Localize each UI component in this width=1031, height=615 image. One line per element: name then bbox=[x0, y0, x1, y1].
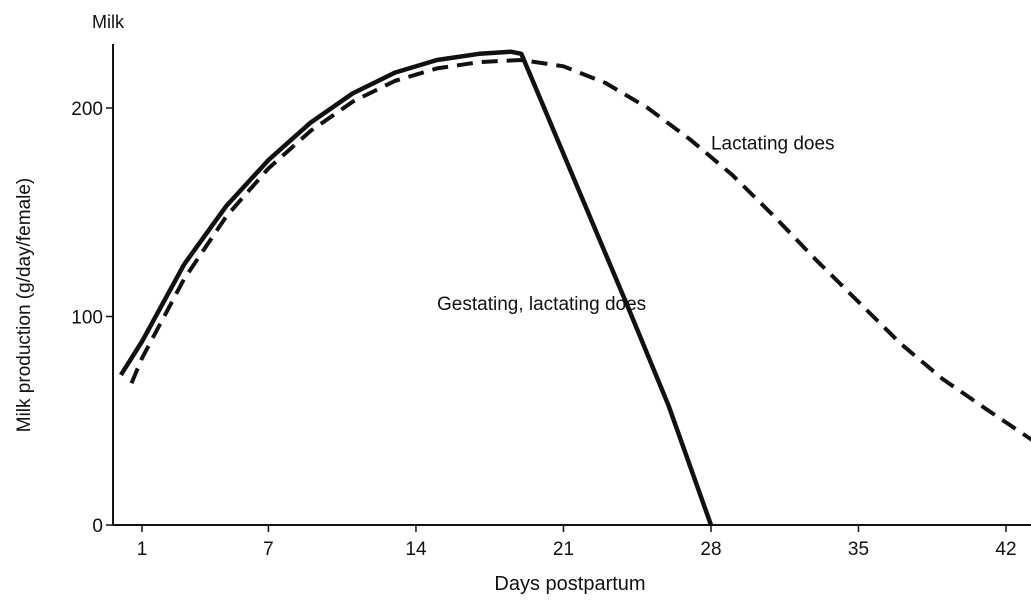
x-tick-label: 21 bbox=[553, 539, 574, 560]
annotation-label: Lactating does bbox=[711, 134, 835, 155]
series-gestating-lactating-does-line bbox=[118, 49, 714, 526]
annotations: Lactating does Gestating, lactating does bbox=[437, 134, 835, 316]
corner-label: Milk bbox=[92, 12, 125, 32]
x-tick-label: 7 bbox=[263, 539, 274, 560]
series-group bbox=[118, 49, 1031, 526]
x-tick-label: 35 bbox=[848, 539, 869, 560]
series-lactating-does-line bbox=[129, 58, 1031, 442]
x-axis-label: Days postpartum bbox=[494, 573, 645, 595]
ticks: 1 7 14 21 28 35 42 0 100 200 bbox=[71, 99, 1016, 560]
y-tick-label: 200 bbox=[71, 99, 103, 120]
x-tick-label: 28 bbox=[700, 539, 721, 560]
x-tick-label: 1 bbox=[137, 539, 148, 560]
annotation-label: Gestating, lactating does bbox=[437, 294, 646, 315]
x-tick-label: 14 bbox=[405, 539, 427, 560]
y-axis-label: Milk production (g/day/female) bbox=[14, 178, 35, 433]
x-tick-label: 42 bbox=[995, 539, 1016, 560]
axes bbox=[112, 44, 1031, 526]
y-tick-label: 100 bbox=[71, 308, 103, 329]
y-tick-label: 0 bbox=[92, 516, 103, 537]
